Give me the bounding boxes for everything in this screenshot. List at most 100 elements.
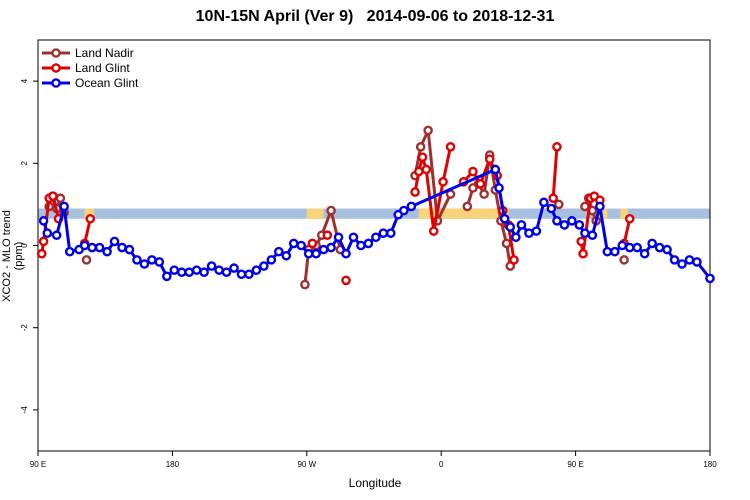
land-nadir-point [462, 201, 473, 212]
ocean-glint-point [499, 213, 510, 224]
ocean-glint-point [494, 183, 504, 193]
ocean-glint-point [288, 238, 299, 249]
ocean-glint-point [161, 271, 172, 282]
ocean-glint-point [42, 228, 53, 238]
ocean-glint-point [639, 248, 650, 259]
ocean-glint-point [326, 242, 336, 253]
plot-frame [37, 39, 711, 452]
land-glint-point [475, 179, 486, 189]
ocean-glint-point [154, 257, 165, 267]
ocean-glint-point [236, 269, 247, 280]
ocean-glint-point [124, 244, 135, 255]
land-glint-point [552, 142, 562, 152]
land-glint-point [484, 154, 495, 164]
land-glint-point [576, 236, 587, 247]
land-glint-point [38, 236, 49, 247]
ocean-glint-point [251, 265, 262, 275]
ocean-glint-point [259, 261, 269, 271]
land-nadir-point [326, 205, 336, 216]
ocean-glint-point [654, 242, 665, 253]
land-nadir-point [554, 199, 564, 210]
legend-label-land-nadir: Land Nadir [75, 46, 134, 60]
land-nadir-point [619, 255, 629, 265]
band-highlight-1 [306, 208, 324, 219]
land-glint-point [417, 152, 428, 162]
y-tick-label: -2 [20, 324, 29, 332]
ocean-glint-point [333, 232, 344, 243]
ocean-glint-point [531, 226, 542, 236]
land-nadir-point [501, 238, 512, 249]
x-tick-label: 90 W [297, 460, 316, 469]
ocean-glint-point [303, 248, 314, 259]
ocean-glint-point [580, 228, 590, 238]
ocean-glint-point [617, 240, 628, 251]
ocean-glint-point [574, 220, 585, 230]
ocean-glint-point [552, 216, 562, 226]
ocean-glint-point [490, 164, 501, 175]
land-nadir-point [580, 201, 590, 212]
x-tick-label: 90 E [567, 460, 583, 469]
ocean-glint-point [79, 240, 90, 251]
ocean-glint-point [117, 242, 127, 253]
ocean-glint-point [677, 259, 687, 269]
ocean-glint-point [199, 267, 209, 278]
ocean-glint-point [632, 242, 643, 253]
land-glint-point [445, 142, 456, 152]
ocean-glint-point [139, 259, 150, 269]
y-tick-label: 4 [20, 78, 29, 83]
ocean-glint-point [559, 220, 570, 230]
land-glint-point [341, 275, 351, 286]
land-glint-point [410, 187, 420, 197]
land-glint-point [322, 230, 333, 241]
band-highlight-4 [620, 208, 628, 219]
ocean-glint-point [64, 246, 75, 257]
legend-marker-ocean-glint [51, 78, 61, 88]
ocean-glint-point [602, 246, 613, 257]
ocean-glint-point [59, 201, 69, 212]
x-axis-label: Longitude [348, 476, 402, 490]
band-highlight-2 [418, 208, 509, 219]
land-glint-point [624, 213, 635, 224]
ocean-glint-point [184, 267, 194, 278]
x-tick-label: 90 E [30, 460, 46, 469]
ocean-glint-point [624, 242, 635, 253]
ocean-glint-point [94, 242, 105, 253]
land-glint-point [468, 166, 478, 177]
ocean-glint-point [539, 197, 549, 208]
ocean-glint-point [176, 267, 187, 278]
ocean-glint-point [505, 222, 516, 232]
ocean-glint-point [348, 232, 359, 243]
ocean-glint-point [87, 242, 97, 253]
ocean-glint-point [511, 232, 521, 243]
x-tick-label: 0 [439, 460, 444, 469]
ocean-glint-point [318, 244, 329, 255]
ocean-glint-point [356, 240, 366, 251]
ocean-glint-point [406, 201, 417, 212]
land-nadir-point [81, 255, 92, 265]
ocean-glint-point [147, 255, 157, 265]
land-nadir-point [415, 142, 426, 152]
land-glint-point [85, 213, 96, 224]
land-nadir-point [479, 189, 489, 199]
ocean-glint-point [378, 228, 389, 238]
land-glint-point [438, 176, 448, 187]
x-tick-label: 180 [703, 460, 717, 469]
land-nadir-point [300, 279, 310, 290]
ocean-glint-point [38, 216, 49, 226]
land-glint-line [551, 146, 559, 199]
land-glint-point [428, 226, 439, 236]
land-glint-point [578, 248, 588, 259]
ocean-glint-point [102, 246, 112, 257]
land-glint-point [48, 191, 58, 201]
ocean-glint-point [595, 201, 605, 212]
ocean-glint-point [662, 244, 672, 255]
ocean-glint-point [109, 236, 120, 247]
land-nadir-point [55, 193, 66, 204]
land-glint-point [36, 248, 47, 259]
ocean-glint-point [669, 255, 680, 265]
ocean-glint-point [567, 216, 577, 226]
ocean-glint-point [516, 220, 527, 230]
reference-band [38, 208, 710, 219]
ocean-glint-point [610, 246, 620, 257]
